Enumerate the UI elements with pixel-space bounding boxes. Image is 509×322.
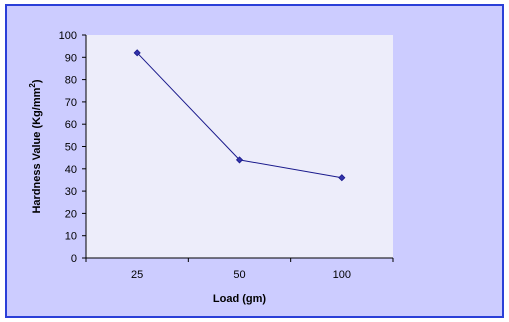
data-point bbox=[235, 156, 244, 164]
y-tick-label: 90 bbox=[65, 52, 77, 64]
series-markers bbox=[133, 49, 346, 182]
y-axis-title-main: Hardness Value (Kg/mm bbox=[31, 87, 43, 213]
y-tick-label: 0 bbox=[71, 253, 77, 265]
data-point bbox=[133, 49, 141, 57]
y-tick-label: 30 bbox=[65, 186, 77, 198]
y-axis: 0 10 20 30 40 50 60 70 80 90 100 bbox=[59, 30, 87, 265]
y-tick-label: 10 bbox=[65, 231, 77, 243]
plot-area bbox=[86, 35, 393, 258]
y-axis-title-superscript: 2 bbox=[28, 83, 37, 88]
y-axis-title-close: ) bbox=[31, 79, 43, 83]
x-tick-label: 25 bbox=[131, 269, 143, 281]
y-tick-label: 80 bbox=[65, 75, 77, 87]
y-tick-label: 40 bbox=[65, 164, 77, 176]
y-tick-label: 70 bbox=[65, 97, 77, 109]
x-axis-title: Load (gm) bbox=[213, 293, 266, 305]
y-tick-label: 50 bbox=[65, 142, 77, 154]
y-tick-label: 20 bbox=[65, 208, 77, 220]
x-tick-label: 50 bbox=[233, 269, 245, 281]
y-tick-label: 100 bbox=[59, 30, 77, 42]
data-point bbox=[338, 174, 346, 182]
x-tick-label: 100 bbox=[333, 269, 351, 281]
y-tick-label: 60 bbox=[65, 119, 77, 131]
y-axis-title: Hardness Value (Kg/mm2) bbox=[28, 79, 43, 213]
x-axis: 25 50 100 bbox=[85, 257, 394, 281]
